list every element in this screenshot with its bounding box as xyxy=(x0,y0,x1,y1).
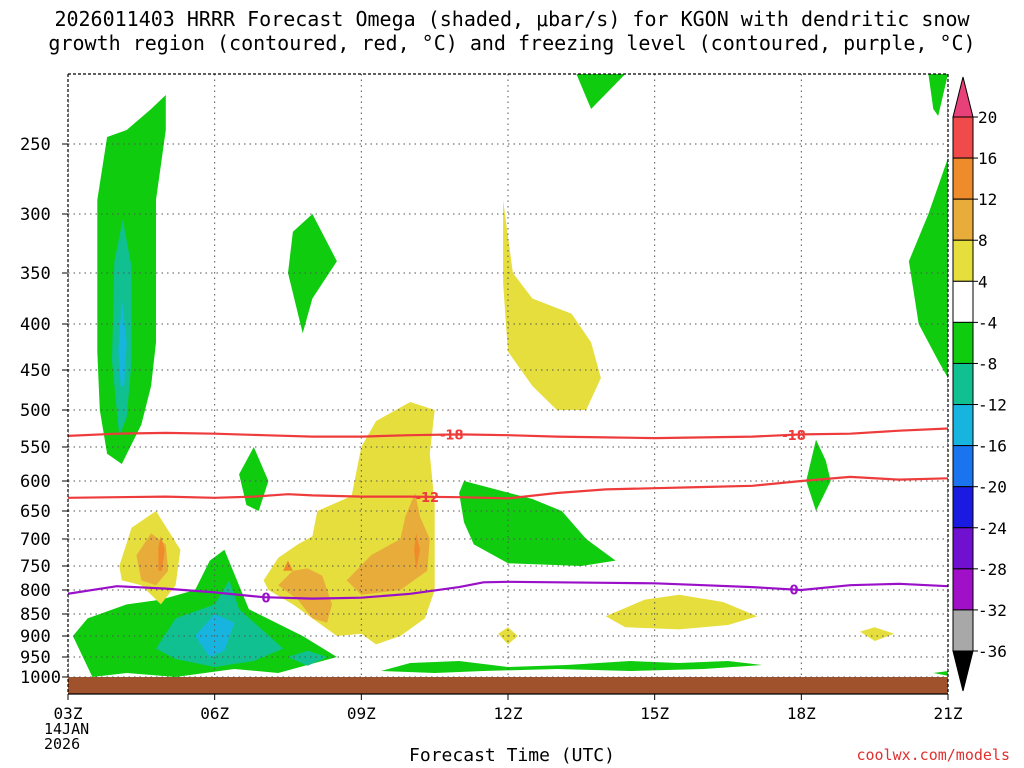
y-tick-label: 400 xyxy=(20,315,51,335)
omega-region-18 xyxy=(158,536,165,571)
colorbar-label: 8 xyxy=(978,231,988,250)
x-tick-label: 18Z xyxy=(787,704,816,723)
dgz-contour-1-label: -12 xyxy=(416,491,440,506)
omega-region-21 xyxy=(346,493,430,595)
omega-region-27 xyxy=(860,627,895,641)
date-year: 2026 xyxy=(44,735,81,753)
y-tick-label: 650 xyxy=(20,502,51,522)
colorbar-box-3 xyxy=(952,239,974,282)
colorbar-box-8 xyxy=(952,445,974,488)
y-tick-label: 750 xyxy=(20,557,51,577)
colorbar-label: -20 xyxy=(978,478,1007,497)
x-tick-label: 09Z xyxy=(347,704,376,723)
omega-region-24 xyxy=(503,200,601,410)
chart-title-line1: 2026011403 HRRR Forecast Omega (shaded, … xyxy=(54,7,970,31)
colorbar-label: 12 xyxy=(978,190,997,209)
colorbar-label: -24 xyxy=(978,519,1007,538)
forecast-date-label: 14JAN 2026 xyxy=(44,722,89,752)
colorbar-box-10 xyxy=(952,527,974,570)
colorbar-label: -16 xyxy=(978,437,1007,456)
y-tick-label: 850 xyxy=(20,605,51,625)
colorbar-label: -12 xyxy=(978,396,1007,415)
y-tick-label: 950 xyxy=(20,648,51,668)
omega-region-14 xyxy=(576,74,626,109)
colorbar-box-7 xyxy=(952,404,974,447)
x-tick-label: 12Z xyxy=(494,704,523,723)
omega-region-20 xyxy=(278,568,332,623)
omega-region-3 xyxy=(288,650,328,666)
colorbar-label: 20 xyxy=(978,108,997,127)
colorbar-box-5 xyxy=(952,321,974,364)
x-tick-label: 03Z xyxy=(54,704,83,723)
freezing-level-contour-label: 0 xyxy=(789,584,798,599)
omega-region-10 xyxy=(380,661,763,673)
y-tick-label: 450 xyxy=(20,361,51,381)
x-axis-label: Forecast Time (UTC) xyxy=(409,745,615,766)
y-tick-label: 1000 xyxy=(20,668,61,688)
colorbar-label: -28 xyxy=(978,560,1007,579)
colorbar: 20 16 12 8 4 -4 -8 -12 -16 -20 -24 -28 -32 -36 xyxy=(952,76,1007,692)
colorbar-label: -4 xyxy=(978,313,997,332)
y-tick-label: 300 xyxy=(20,205,51,225)
y-tick-label: 900 xyxy=(20,627,51,647)
freezing-level-contour-line xyxy=(68,580,948,600)
colorbar-box-12 xyxy=(952,609,974,652)
axes: 2503003504004505005506006507007508008509… xyxy=(20,73,963,723)
colorbar-box-1 xyxy=(952,157,974,200)
plot-area: -18 -18 -12 0 0 xyxy=(68,74,948,694)
date-day: 14JAN xyxy=(44,720,90,738)
y-tick-label: 550 xyxy=(20,438,51,458)
colorbar-top-arrow xyxy=(952,76,974,118)
dgz-contour-1-line xyxy=(68,475,948,500)
colorbar-label: 4 xyxy=(978,272,988,291)
colorbar-label: 16 xyxy=(978,149,997,168)
colorbar-box-11 xyxy=(952,568,974,611)
colorbar-bottom-arrow xyxy=(952,650,974,692)
x-tick-label: 06Z xyxy=(200,704,229,723)
omega-region-12 xyxy=(908,158,948,378)
chart-title-line2: growth region (contoured, red, °C) and f… xyxy=(48,31,976,55)
colorbar-box-4 xyxy=(952,280,974,323)
omega-region-11 xyxy=(806,439,831,511)
omega-region-25 xyxy=(605,594,758,630)
dgz-contour-0-line xyxy=(68,427,948,440)
colorbar-box-2 xyxy=(952,198,974,241)
y-tick-label: 250 xyxy=(20,135,51,155)
omega-region-9 xyxy=(459,481,616,566)
x-tick-label: 15Z xyxy=(640,704,669,723)
y-tick-label: 500 xyxy=(20,401,51,421)
x-tick-label: 21Z xyxy=(934,704,963,723)
omega-region-13 xyxy=(928,74,948,116)
plot-content: -18 -18 -12 0 0 xyxy=(68,74,948,694)
colorbar-box-6 xyxy=(952,362,974,406)
y-tick-label: 350 xyxy=(20,264,51,284)
dgz-contour-0-label: -18 xyxy=(440,429,464,444)
omega-region-15 xyxy=(933,671,948,676)
dgz-contour-0-label: -18 xyxy=(782,429,806,444)
colorbar-label: -8 xyxy=(978,354,997,373)
colorbar-box-0 xyxy=(952,116,974,159)
credit-link[interactable]: coolwx.com/models xyxy=(856,746,1010,764)
omega-region-8 xyxy=(288,214,337,334)
freezing-level-contour-label: 0 xyxy=(261,591,270,606)
y-tick-label: 800 xyxy=(20,581,51,601)
omega-region-22 xyxy=(414,533,420,571)
colorbar-label: -32 xyxy=(978,601,1007,620)
colorbar-box-9 xyxy=(952,486,974,529)
colorbar-label: -36 xyxy=(978,642,1007,661)
y-tick-label: 700 xyxy=(20,530,51,550)
omega-region-6 xyxy=(118,298,127,386)
ground-surface xyxy=(68,677,948,694)
y-tick-label: 600 xyxy=(20,472,51,492)
